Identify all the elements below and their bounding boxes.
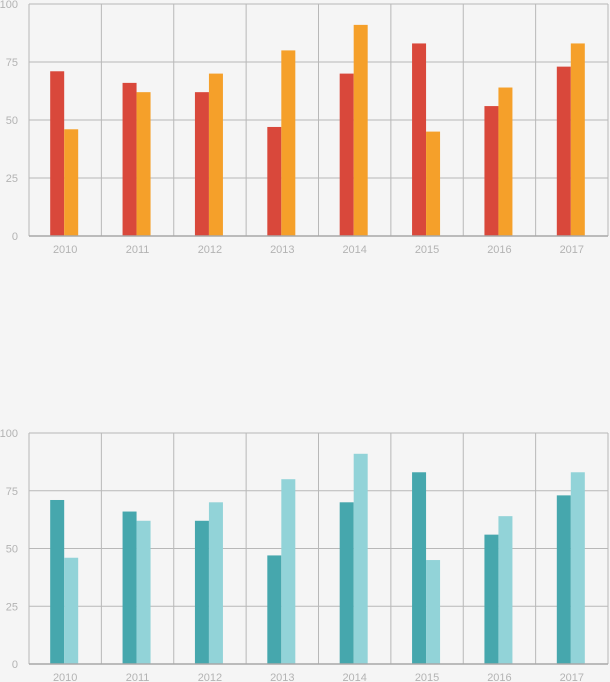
x-tick-label: 2013 — [270, 244, 294, 256]
y-tick-label: 50 — [6, 115, 18, 127]
bar-2012-series-1 — [194, 520, 209, 664]
bar-2011-series-2 — [136, 520, 151, 664]
bar-2015-series-1 — [412, 43, 427, 236]
y-tick-label: 25 — [6, 601, 18, 613]
bar-2016-series-2 — [498, 516, 513, 664]
x-tick-label: 2011 — [126, 672, 150, 682]
bar-chart-2: 0 25 50 75 100 2010 2011 2012 2013 2014 2015 2016 20… — [0, 428, 609, 682]
bar-2017-series-2 — [570, 472, 585, 664]
bar-2010-series-2 — [64, 557, 79, 664]
y-tick-label: 0 — [12, 231, 18, 243]
bar-2013-series-1 — [267, 555, 282, 664]
bar-2016-series-1 — [484, 106, 499, 236]
y-tick-label: 0 — [12, 659, 18, 671]
x-tick-label: 2017 — [560, 244, 584, 256]
y-tick-label: 100 — [0, 428, 18, 440]
bar-2013-series-1 — [267, 126, 282, 236]
bar-chart-1: 0 25 50 75 100 2010 2011 2012 2013 2014 2015 2016 20… — [0, 0, 609, 256]
bar-2017-series-1 — [556, 66, 571, 236]
bar-2015-series-1 — [412, 472, 427, 664]
y-tick-label: 25 — [6, 173, 18, 185]
x-tick-label: 2012 — [198, 672, 222, 682]
x-tick-label: 2010 — [53, 244, 77, 256]
bar-2013-series-2 — [281, 479, 296, 664]
x-tick-label: 2017 — [560, 672, 584, 682]
x-tick-label: 2016 — [487, 244, 511, 256]
bar-2011-series-1 — [122, 82, 137, 236]
bar-2012-series-2 — [208, 73, 223, 236]
bar-2012-series-1 — [194, 92, 209, 236]
bar-2014-series-1 — [339, 73, 354, 236]
bar-2011-series-2 — [136, 92, 151, 236]
x-tick-label: 2012 — [198, 244, 222, 256]
bar-2014-series-1 — [339, 502, 354, 664]
bar-2012-series-2 — [208, 502, 223, 664]
y-tick-label: 100 — [0, 0, 18, 11]
x-tick-label: 2010 — [53, 672, 77, 682]
y-tick-label: 75 — [6, 57, 18, 69]
x-tick-label: 2015 — [415, 244, 439, 256]
bar-2015-series-2 — [426, 131, 441, 236]
bar-2014-series-2 — [353, 453, 368, 664]
x-tick-label: 2014 — [342, 244, 366, 256]
bar-2017-series-1 — [556, 495, 571, 664]
bar-2014-series-2 — [353, 24, 368, 236]
bar-2016-series-1 — [484, 534, 499, 664]
x-tick-label: 2015 — [415, 672, 439, 682]
y-tick-label: 50 — [6, 544, 18, 556]
bar-2010-series-1 — [50, 499, 65, 664]
bar-2015-series-2 — [426, 560, 441, 664]
bar-2016-series-2 — [498, 87, 513, 237]
x-tick-label: 2013 — [270, 672, 294, 682]
bar-2011-series-1 — [122, 511, 137, 664]
x-tick-label: 2016 — [487, 672, 511, 682]
bar-2010-series-2 — [64, 129, 79, 236]
y-tick-label: 75 — [6, 486, 18, 498]
x-tick-label: 2011 — [126, 244, 150, 256]
x-tick-label: 2014 — [342, 672, 366, 682]
bar-2017-series-2 — [570, 43, 585, 236]
bar-2013-series-2 — [281, 50, 296, 237]
bar-2010-series-1 — [50, 71, 65, 236]
